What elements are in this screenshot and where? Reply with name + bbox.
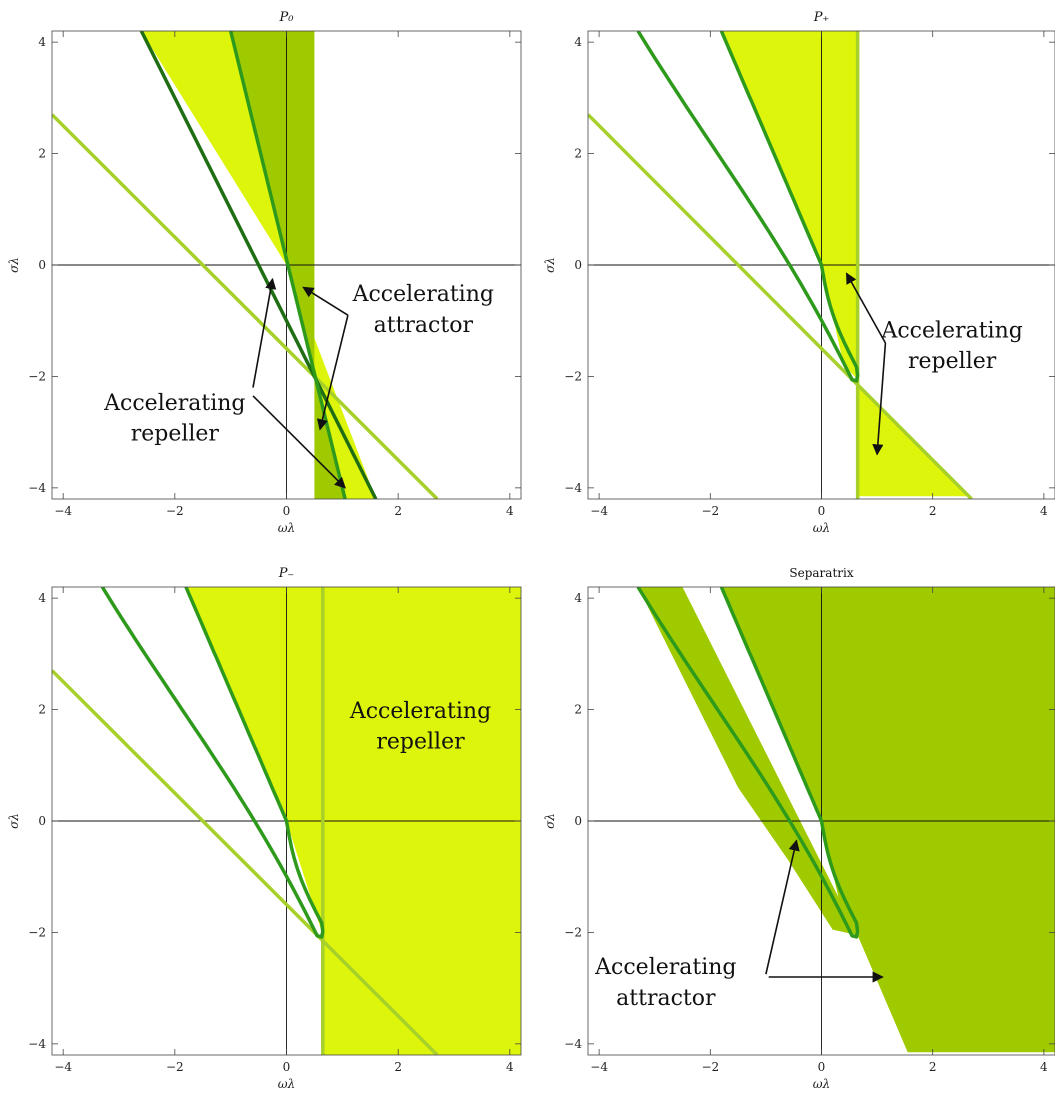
x-tick-label: −4 <box>590 504 608 518</box>
x-axis-label: ωλ <box>813 1077 830 1091</box>
x-tick-label: 0 <box>818 504 826 518</box>
plot-area <box>588 587 1055 1055</box>
panel-title: P₊ <box>813 10 830 25</box>
x-axis-label: ωλ <box>813 521 830 535</box>
y-axis-label: σλ <box>7 257 21 273</box>
boundary-line-2 <box>139 31 378 499</box>
annotation-label-2: attractor <box>374 313 474 338</box>
annotation-label-4: repeller <box>131 422 220 447</box>
x-tick-label: −4 <box>54 504 72 518</box>
annotation-arrow-4 <box>316 314 349 431</box>
x-tick-label: −2 <box>166 504 184 518</box>
annotation-arrow-2 <box>252 395 346 489</box>
y-tick-label: −2 <box>564 925 582 939</box>
boundary-line-1 <box>52 113 439 499</box>
x-tick-label: 4 <box>1040 1060 1048 1074</box>
x-tick-label: 2 <box>929 1060 937 1074</box>
panel-title: P₋ <box>278 566 295 581</box>
panel-2: −4 −2 0 2 4 −4 −2 0 2 4 ωλ σλ P₊ Accelerating repeller <box>543 10 1055 535</box>
x-tick-label: −2 <box>166 1060 184 1074</box>
y-tick-label: −4 <box>28 1037 46 1051</box>
y-tick-label: −4 <box>564 481 582 495</box>
y-tick-label: 0 <box>38 814 46 828</box>
x-tick-label: −2 <box>701 504 719 518</box>
plot-area <box>52 587 521 1055</box>
y-tick-label: 0 <box>574 814 582 828</box>
annotation-label-1: Accelerating <box>352 282 494 307</box>
y-tick-label: 4 <box>574 35 582 49</box>
panel-title: Separatrix <box>789 566 853 580</box>
annotation-label-1: Accelerating <box>349 699 491 724</box>
y-tick-label: 4 <box>38 591 46 605</box>
boundary-curve <box>636 587 860 939</box>
y-tick-label: 0 <box>574 258 582 272</box>
y-tick-label: 2 <box>38 147 46 161</box>
y-tick-label: −4 <box>564 1037 582 1051</box>
panel-1: −4 −2 0 2 4 −4 −2 0 2 4 ωλ σλ P₀ Accelerating attracto… <box>7 10 522 535</box>
boundary-line-1 <box>588 113 973 499</box>
boundary-curve <box>100 587 325 939</box>
annotation-arrow-1 <box>252 277 277 388</box>
annotation-label-1: Accelerating <box>594 955 736 980</box>
x-tick-label: 0 <box>818 1060 826 1074</box>
boundary-line-1 <box>52 669 439 1055</box>
y-tick-label: −2 <box>28 925 46 939</box>
x-axis-label: ωλ <box>278 521 295 535</box>
x-tick-label: 4 <box>1040 504 1048 518</box>
y-tick-label: 2 <box>574 703 582 717</box>
region-1 <box>721 31 858 380</box>
y-tick-label: 4 <box>574 591 582 605</box>
x-tick-label: −2 <box>701 1060 719 1074</box>
y-tick-label: −4 <box>28 481 46 495</box>
plot-area <box>588 31 1055 499</box>
annotation-arrow-1 <box>845 272 887 344</box>
panel-4: −4 −2 0 2 4 −4 −2 0 2 4 ωλ σλ Separatrix Accelerating… <box>543 566 1055 1091</box>
region-1 <box>721 587 1055 1053</box>
x-tick-label: 4 <box>506 504 514 518</box>
annotation-arrow-3 <box>302 286 349 316</box>
annotation-label-2: attractor <box>616 986 716 1011</box>
annotation-label-1: Accelerating <box>880 318 1022 343</box>
boundary-curve <box>636 31 860 383</box>
x-tick-label: 2 <box>929 504 937 518</box>
x-axis-label: ωλ <box>278 1077 295 1091</box>
annotation-label-2: repeller <box>376 730 465 755</box>
plot-area <box>52 31 521 499</box>
annotation-arrow-1 <box>765 839 800 975</box>
annotation-label-2: repeller <box>908 349 997 374</box>
y-axis-label: σλ <box>543 813 557 829</box>
x-tick-label: 0 <box>283 504 291 518</box>
y-tick-label: 0 <box>38 258 46 272</box>
panel-3: −4 −2 0 2 4 −4 −2 0 2 4 ωλ σλ P₋ Accelerating repeller <box>7 566 522 1091</box>
x-tick-label: 0 <box>283 1060 291 1074</box>
y-axis-label: σλ <box>543 257 557 273</box>
y-axis-label: σλ <box>7 813 21 829</box>
annotation-label-3: Accelerating <box>103 391 245 416</box>
x-tick-label: 2 <box>394 1060 402 1074</box>
y-tick-label: 4 <box>38 35 46 49</box>
x-tick-label: −4 <box>590 1060 608 1074</box>
y-tick-label: −2 <box>28 369 46 383</box>
annotation-arrow-2 <box>872 342 887 456</box>
y-tick-label: 2 <box>38 703 46 717</box>
y-tick-label: 2 <box>574 147 582 161</box>
x-tick-label: 4 <box>506 1060 514 1074</box>
x-tick-label: −4 <box>54 1060 72 1074</box>
y-tick-label: −2 <box>564 369 582 383</box>
x-tick-label: 2 <box>394 504 402 518</box>
panel-title: P₀ <box>279 10 295 25</box>
